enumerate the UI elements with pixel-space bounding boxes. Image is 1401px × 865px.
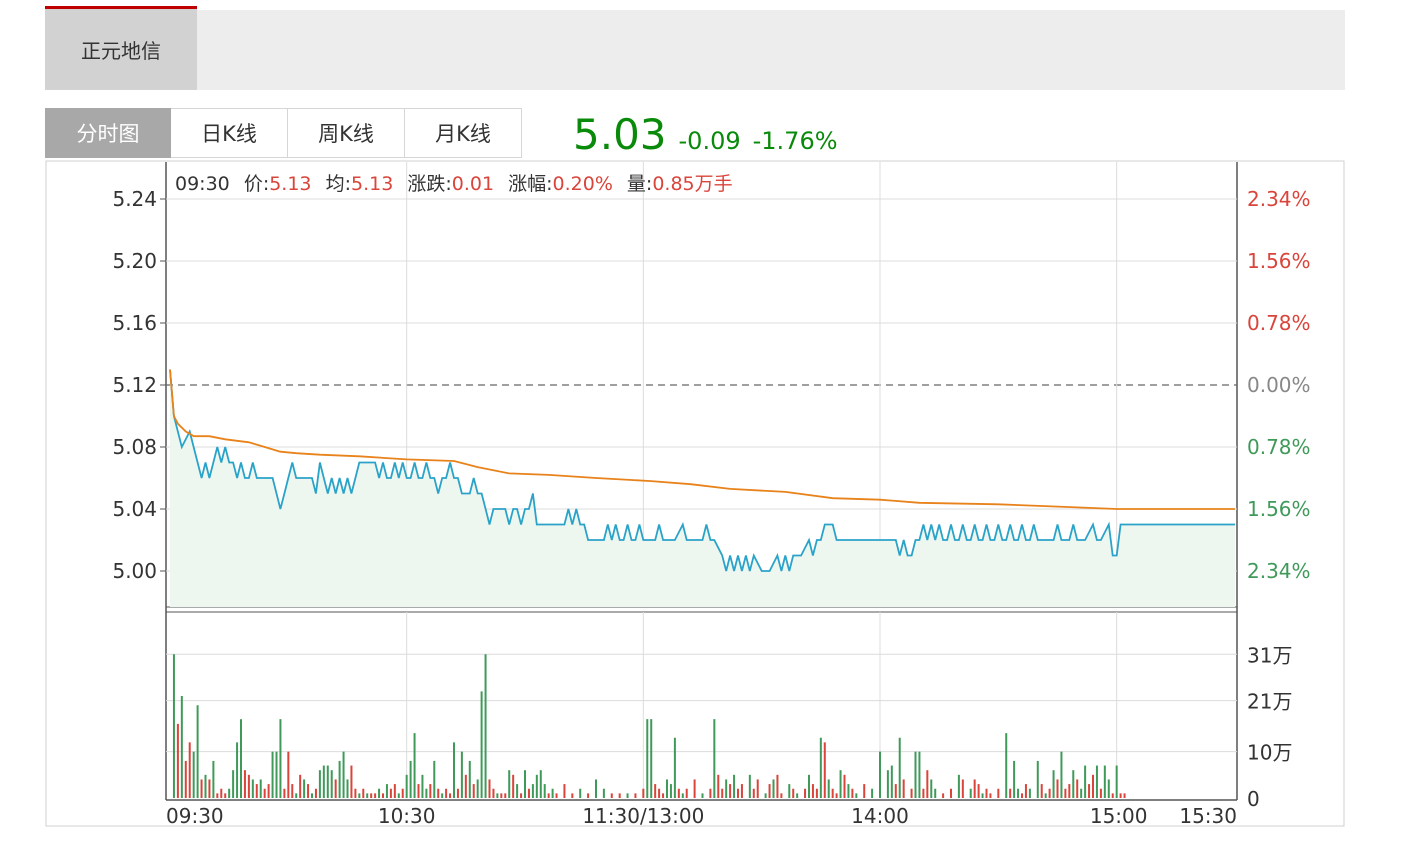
avg-price-line <box>169 369 1235 510</box>
header-bar <box>45 10 1345 90</box>
tab-monthly-k-label: 月K线 <box>435 122 491 146</box>
volume-tick-label: 31万 <box>1247 643 1292 667</box>
time-tick-label: 14:00 <box>851 804 909 828</box>
info-change-label: 涨跌: <box>407 173 451 195</box>
quote-summary: 5.03 -0.09 -1.76% <box>573 108 838 159</box>
pct-tick-label: 2.34% <box>1247 187 1311 211</box>
info-pct-label: 涨幅: <box>508 173 552 195</box>
time-tick-label: 10:30 <box>378 804 436 828</box>
time-tick-label: 15:00 <box>1090 804 1148 828</box>
volume-tick-label: 10万 <box>1247 741 1292 765</box>
volume-tick-label: 21万 <box>1247 690 1292 714</box>
tab-weekly-k[interactable]: 周K线 <box>288 108 405 158</box>
price-tick-label: 5.04 <box>112 497 157 521</box>
price-line <box>169 369 1235 572</box>
tab-daily-k[interactable]: 日K线 <box>171 108 288 158</box>
info-avg-label: 均: <box>326 173 351 195</box>
tab-intraday-label: 分时图 <box>76 122 140 146</box>
time-tick-label: 09:30 <box>166 804 224 828</box>
time-tick-label: 15:30 <box>1179 804 1237 828</box>
price-change-pct: -1.76% <box>752 127 838 155</box>
pct-tick-label: 2.34% <box>1247 559 1311 583</box>
info-price-label: 价: <box>244 173 269 195</box>
price-tick-label: 5.08 <box>112 435 157 459</box>
pct-tick-label: 0.78% <box>1247 435 1311 459</box>
chart-tabs: 分时图 日K线 周K线 月K线 <box>45 108 522 158</box>
price-area-fill <box>170 369 1235 607</box>
chart-frame <box>45 160 1345 827</box>
time-tick-label: 11:30/13:00 <box>582 804 704 828</box>
tab-weekly-k-label: 周K线 <box>318 122 374 146</box>
info-vol-label: 量: <box>627 173 652 195</box>
tab-intraday[interactable]: 分时图 <box>45 108 171 158</box>
info-vol: 0.85万手 <box>652 173 732 195</box>
info-pct: 0.20% <box>553 173 613 195</box>
volume-bars <box>172 654 1126 798</box>
tab-daily-k-label: 日K线 <box>201 122 257 146</box>
price-change: -0.09 <box>678 127 741 155</box>
price-tick-label: 5.20 <box>112 249 157 273</box>
stock-name-tab[interactable]: 正元地信 <box>45 6 197 90</box>
price-tick-label: 5.16 <box>112 311 157 335</box>
price-tick-label: 5.24 <box>112 187 157 211</box>
pct-tick-label: 0.78% <box>1247 311 1311 335</box>
volume-tick-label: 0 <box>1247 787 1260 811</box>
info-price: 5.13 <box>269 173 311 195</box>
pct-tick-label: 1.56% <box>1247 249 1311 273</box>
series-lines <box>169 369 1235 572</box>
current-price: 5.03 <box>573 110 667 159</box>
axis-labels: 5.24 2.34% 5.20 1.56% 5.16 0.78% 5.12 0.00% 5.08… <box>112 187 1310 828</box>
price-area <box>170 369 1235 607</box>
price-tick-label: 5.12 <box>112 373 157 397</box>
info-change: 0.01 <box>452 173 494 195</box>
pct-tick-label: 0.00% <box>1247 373 1311 397</box>
crosshair-info: 09:30 价:5.13 均:5.13 涨跌:0.01 涨幅:0.20% 量:0… <box>175 173 733 195</box>
info-avg: 5.13 <box>351 173 393 195</box>
stock-name: 正元地信 <box>81 39 161 63</box>
price-tick-label: 5.00 <box>112 559 157 583</box>
pct-tick-label: 1.56% <box>1247 497 1311 521</box>
info-time: 09:30 <box>175 173 230 195</box>
tab-monthly-k[interactable]: 月K线 <box>405 108 522 158</box>
